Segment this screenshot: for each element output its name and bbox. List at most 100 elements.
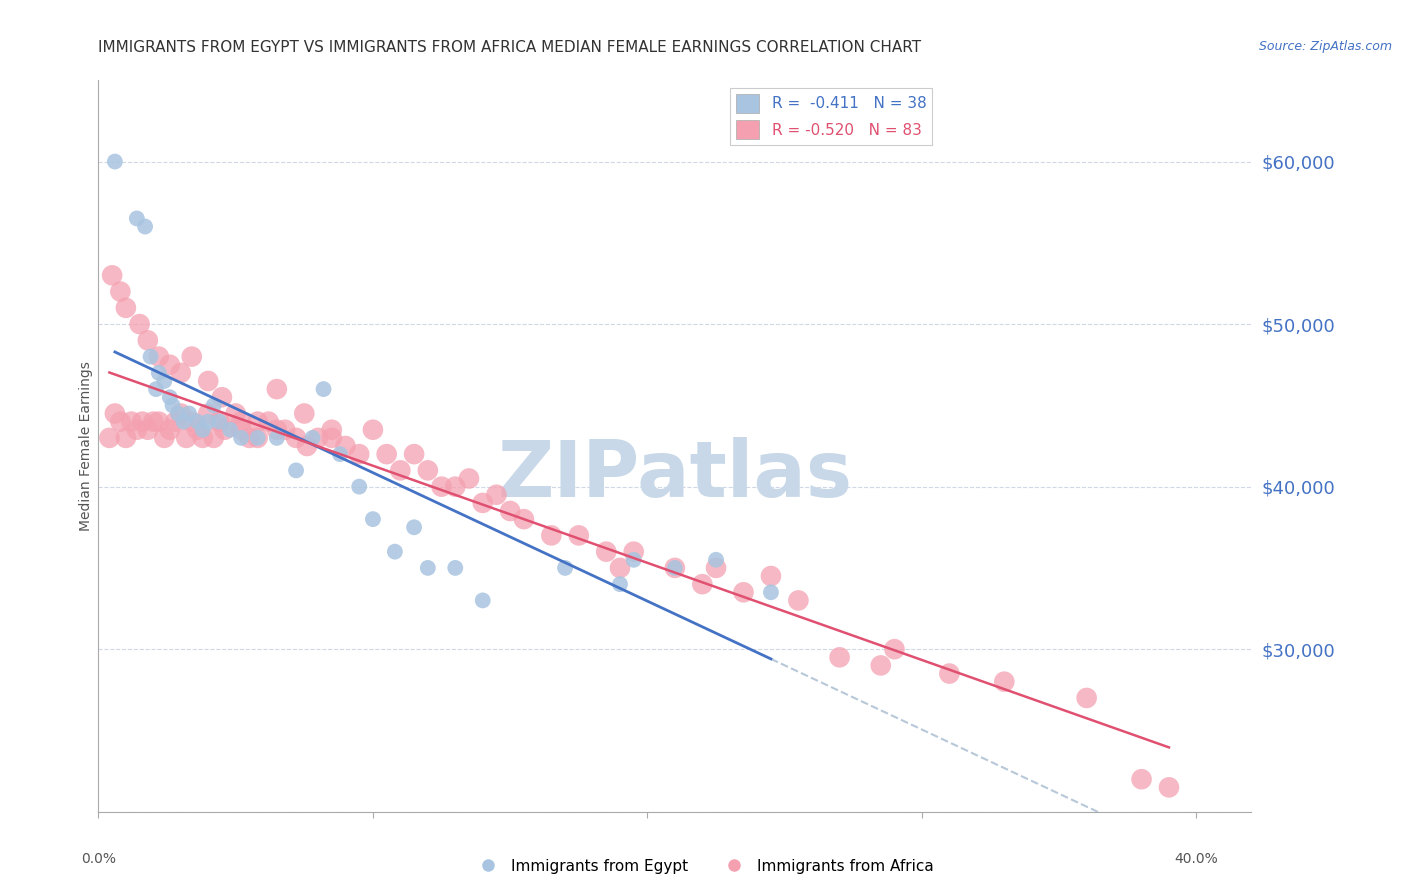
Point bbox=[167, 407, 190, 421]
Point bbox=[266, 431, 288, 445]
Point bbox=[609, 561, 631, 575]
Point bbox=[120, 415, 142, 429]
Point bbox=[404, 447, 426, 461]
Point bbox=[704, 553, 727, 567]
Point bbox=[219, 423, 242, 437]
Point bbox=[321, 431, 343, 445]
Point bbox=[98, 431, 121, 445]
Point bbox=[202, 398, 225, 412]
Point bbox=[609, 577, 631, 591]
Point bbox=[145, 382, 167, 396]
Point bbox=[101, 268, 124, 283]
Point bbox=[139, 350, 162, 364]
Point bbox=[347, 480, 370, 494]
Point bbox=[104, 407, 127, 421]
Point bbox=[1157, 780, 1180, 795]
Point bbox=[125, 211, 148, 226]
Point bbox=[180, 350, 202, 364]
Point bbox=[321, 423, 343, 437]
Point bbox=[568, 528, 591, 542]
Point bbox=[134, 219, 156, 234]
Point bbox=[285, 463, 308, 477]
Point bbox=[115, 431, 138, 445]
Point bbox=[246, 431, 269, 445]
Point bbox=[404, 520, 426, 534]
Point bbox=[257, 415, 280, 429]
Text: 40.0%: 40.0% bbox=[1174, 853, 1219, 866]
Point bbox=[153, 431, 176, 445]
Point bbox=[173, 415, 195, 429]
Point bbox=[623, 553, 645, 567]
Point bbox=[136, 334, 159, 348]
Point bbox=[191, 423, 214, 437]
Point bbox=[142, 415, 165, 429]
Point bbox=[361, 423, 384, 437]
Point bbox=[159, 390, 181, 404]
Text: ZIPatlas: ZIPatlas bbox=[498, 437, 852, 513]
Point bbox=[186, 423, 208, 437]
Point bbox=[225, 407, 247, 421]
Point bbox=[285, 431, 308, 445]
Point bbox=[125, 423, 148, 437]
Point bbox=[416, 463, 439, 477]
Point bbox=[177, 407, 200, 421]
Point bbox=[430, 480, 453, 494]
Point bbox=[148, 350, 170, 364]
Point bbox=[471, 496, 494, 510]
Point bbox=[1076, 690, 1098, 705]
Point bbox=[540, 528, 562, 542]
Point bbox=[595, 544, 617, 558]
Point bbox=[148, 366, 170, 380]
Point bbox=[384, 544, 406, 558]
Point bbox=[485, 488, 508, 502]
Point bbox=[623, 544, 645, 558]
Point bbox=[329, 447, 352, 461]
Point bbox=[499, 504, 522, 518]
Point bbox=[513, 512, 536, 526]
Point bbox=[162, 398, 184, 412]
Point bbox=[180, 415, 202, 429]
Point bbox=[246, 415, 269, 429]
Point bbox=[295, 439, 318, 453]
Point bbox=[993, 674, 1015, 689]
Point bbox=[759, 569, 782, 583]
Point bbox=[471, 593, 494, 607]
Point bbox=[115, 301, 138, 315]
Point bbox=[211, 390, 233, 404]
Point bbox=[159, 423, 181, 437]
Point bbox=[231, 415, 253, 429]
Point bbox=[307, 431, 329, 445]
Point bbox=[444, 480, 467, 494]
Point bbox=[110, 285, 132, 299]
Point bbox=[787, 593, 810, 607]
Point bbox=[208, 415, 231, 429]
Point bbox=[938, 666, 960, 681]
Point bbox=[554, 561, 576, 575]
Point bbox=[444, 561, 467, 575]
Point bbox=[883, 642, 905, 657]
Point bbox=[208, 415, 231, 429]
Point bbox=[246, 431, 269, 445]
Text: 0.0%: 0.0% bbox=[82, 853, 115, 866]
Point bbox=[170, 366, 193, 380]
Text: Source: ZipAtlas.com: Source: ZipAtlas.com bbox=[1258, 40, 1392, 54]
Point bbox=[191, 431, 214, 445]
Point bbox=[159, 358, 181, 372]
Point bbox=[416, 561, 439, 575]
Point bbox=[869, 658, 891, 673]
Point bbox=[704, 561, 727, 575]
Point bbox=[186, 415, 208, 429]
Point bbox=[375, 447, 398, 461]
Point bbox=[301, 431, 323, 445]
Point bbox=[153, 374, 176, 388]
Point bbox=[664, 561, 686, 575]
Point bbox=[361, 512, 384, 526]
Point bbox=[128, 317, 150, 331]
Point bbox=[458, 471, 481, 485]
Point bbox=[312, 382, 335, 396]
Point bbox=[828, 650, 851, 665]
Point bbox=[136, 423, 159, 437]
Point bbox=[231, 423, 253, 437]
Point bbox=[197, 374, 219, 388]
Y-axis label: Median Female Earnings: Median Female Earnings bbox=[79, 361, 93, 531]
